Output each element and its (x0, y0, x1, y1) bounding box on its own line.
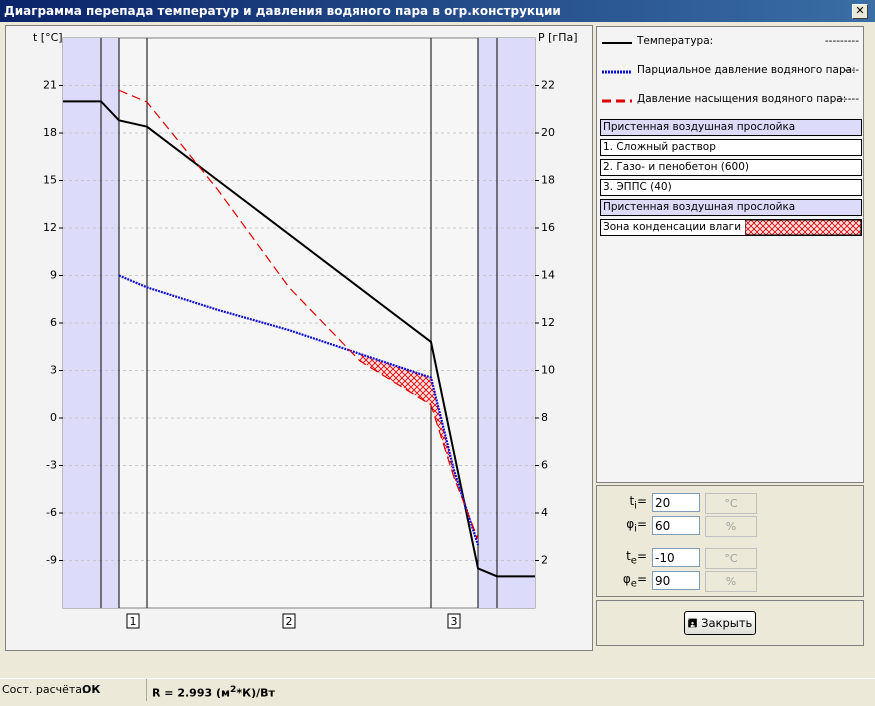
status-state: ОК (82, 683, 101, 696)
input-field[interactable]: 60 (652, 516, 700, 535)
input-subscript: e (630, 555, 637, 567)
y2-tick-label: 4 (541, 506, 548, 519)
input-sign: = (636, 494, 647, 508)
window-title: Диаграмма перепада температур и давления… (4, 4, 561, 18)
input-unit: % (705, 516, 757, 537)
resistance: R = 2.993 (м2*К)/Вт (152, 679, 275, 705)
y2-tick-label: 8 (541, 411, 548, 424)
y2-tick-label: 6 (541, 459, 548, 472)
input-field[interactable]: 20 (652, 493, 700, 512)
close-label: Закрыть (701, 616, 753, 630)
input-sign: = (636, 572, 647, 586)
legend-readout: ---- (843, 64, 859, 76)
series-line (118, 274, 480, 546)
title-bar: Диаграмма перепада температур и давления… (0, 0, 875, 22)
status-bar: Сост. расчёта: ОК R = 2.993 (м2*К)/Вт (0, 678, 875, 706)
legend-panel: Температура: --------- Парциальное давлени… (596, 26, 864, 483)
input-label: ti= (597, 494, 647, 511)
y2-tick-label: 20 (541, 126, 555, 139)
input-symbol: φ (622, 572, 631, 586)
input-subscript: i (634, 500, 637, 512)
input-symbol: φ (626, 517, 635, 531)
y2-tick-label: 12 (541, 316, 555, 329)
close-x[interactable]: ✕ (852, 4, 868, 19)
y2-tick-label: 16 (541, 221, 555, 234)
input-label: te= (597, 549, 647, 566)
layer-marker (126, 613, 140, 629)
legend-swatch (602, 99, 632, 103)
series-line (118, 89, 479, 540)
input-panel: ti= 20 °C φi= 60% te= -10 °C φe= 90% (596, 485, 864, 597)
layer-item: 1. Сложный раствор (600, 139, 862, 156)
status-label: Сост. расчёта: (2, 683, 86, 696)
y2-axis-label: P [гПа] (538, 31, 578, 44)
legend-readout: --------- (824, 35, 859, 47)
input-field[interactable]: 90 (652, 571, 700, 590)
y-tick-label: -3 (46, 459, 57, 472)
input-unit: °C (705, 548, 757, 569)
button-panel: 🖪 Закрыть (596, 600, 864, 646)
y-tick-label: 12 (43, 221, 57, 234)
layer-marker (282, 613, 296, 629)
y-tick-label: -6 (46, 506, 57, 519)
y2-tick-label: 22 (541, 79, 555, 92)
input-field[interactable]: -10 (652, 548, 700, 567)
y-tick-label: 6 (50, 316, 57, 329)
layer-item: Пристенная воздушная прослойка (600, 199, 862, 216)
layer-item: 3. ЭППС (40) (600, 179, 862, 196)
input-subscript: i (634, 523, 637, 535)
input-sign: = (636, 549, 647, 563)
legend-label: Давление насыщения водяного пара: (637, 93, 847, 105)
y2-tick-label: 2 (541, 554, 548, 567)
condensation-item: Зона конденсации влаги -> (600, 219, 862, 236)
input-unit: °C (705, 493, 757, 514)
r-sup: 2 (230, 684, 237, 695)
input-symbol: t (629, 494, 635, 508)
legend-readout: ------ (836, 93, 859, 105)
close-button[interactable]: 🖪 Закрыть (684, 611, 756, 635)
layer-item: 2. Газо- и пенобетон (600) (600, 159, 862, 176)
y2-tick-label: 14 (541, 269, 555, 282)
input-subscript: e (630, 578, 637, 590)
layer-item: Пристенная воздушная прослойка (600, 119, 862, 136)
series-line (63, 100, 535, 578)
y-tick-label: 0 (50, 411, 57, 424)
input-label: φe= (597, 572, 647, 589)
y2-tick-label: 18 (541, 174, 555, 187)
y-tick-label: 9 (50, 269, 57, 282)
r-suffix: *К)/Вт (236, 686, 275, 700)
air-layer (101, 38, 119, 608)
input-unit: % (705, 571, 757, 592)
legend-label: Температура: (637, 35, 714, 47)
condensation-label: Зона конденсации влаги -> (603, 221, 757, 233)
condensation-zone (360, 353, 478, 546)
hatch-swatch (745, 220, 861, 235)
layer-number: 3 (451, 615, 458, 628)
y2-tick-label: 10 (541, 364, 555, 377)
air-layer (478, 38, 497, 608)
input-label: φi= (597, 517, 647, 534)
input-sign: = (636, 517, 647, 531)
layer-marker (447, 613, 461, 629)
y-tick-label: 15 (43, 174, 57, 187)
condensation-swatch (745, 220, 861, 235)
r-prefix: R = 2.993 (м (152, 686, 230, 700)
legend-swatch (602, 42, 632, 44)
layer-number: 2 (286, 615, 293, 628)
y-tick-label: 3 (50, 364, 57, 377)
layer-number: 1 (130, 615, 137, 628)
y-tick-label: 18 (43, 126, 57, 139)
legend-label: Парциальное давление водяного пара: (637, 64, 856, 76)
legend-swatch (602, 70, 632, 74)
input-symbol: t (626, 549, 631, 563)
y-tick-label: 21 (43, 79, 57, 92)
y-axis-label: t [°C] (33, 31, 63, 44)
y-tick-label: -9 (46, 554, 57, 567)
